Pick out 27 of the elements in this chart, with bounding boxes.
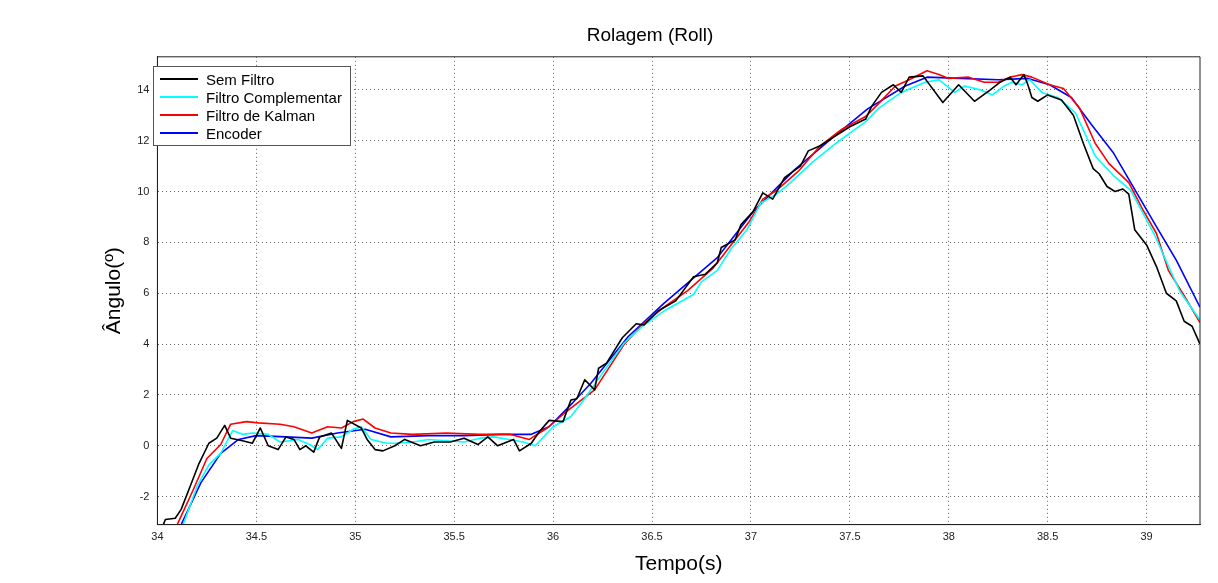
y-tick-label: 0	[143, 438, 150, 451]
x-tick-label: 39	[1140, 530, 1153, 543]
x-tick-label: 38.5	[1036, 530, 1059, 543]
x-axis-title: Tempo(s)	[634, 551, 723, 575]
y-tick-label: -2	[139, 489, 150, 502]
x-tick-label: 38	[942, 530, 955, 543]
x-tick-label: 34.5	[245, 530, 268, 543]
y-tick-label: 2	[143, 387, 150, 400]
y-tick-label: 4	[143, 337, 150, 350]
y-tick-label: 12	[137, 133, 150, 146]
chart-title: Rolagem (Roll)	[586, 23, 714, 45]
x-tick-label: 37	[744, 530, 758, 543]
y-tick-label: 14	[137, 82, 150, 95]
x-tick-label: 36.5	[641, 530, 663, 543]
legend-label: Encoder	[206, 124, 262, 142]
legend-label: Filtro Complementar	[206, 88, 342, 106]
x-tick-label: 34	[151, 530, 164, 543]
x-tick-label: 36	[546, 530, 560, 543]
y-tick-label: 10	[137, 184, 150, 197]
x-tick-label: 37.5	[839, 530, 861, 543]
x-tick-label: 35.5	[443, 530, 465, 543]
legend-label: Filtro de Kalman	[206, 106, 316, 124]
y-tick-label: 8	[143, 235, 150, 248]
y-axis-title: Ângulo(º)	[101, 247, 125, 335]
legend-label: Sem Filtro	[206, 70, 275, 88]
x-tick-label: 35	[349, 530, 362, 543]
y-tick-label: 6	[143, 286, 150, 299]
